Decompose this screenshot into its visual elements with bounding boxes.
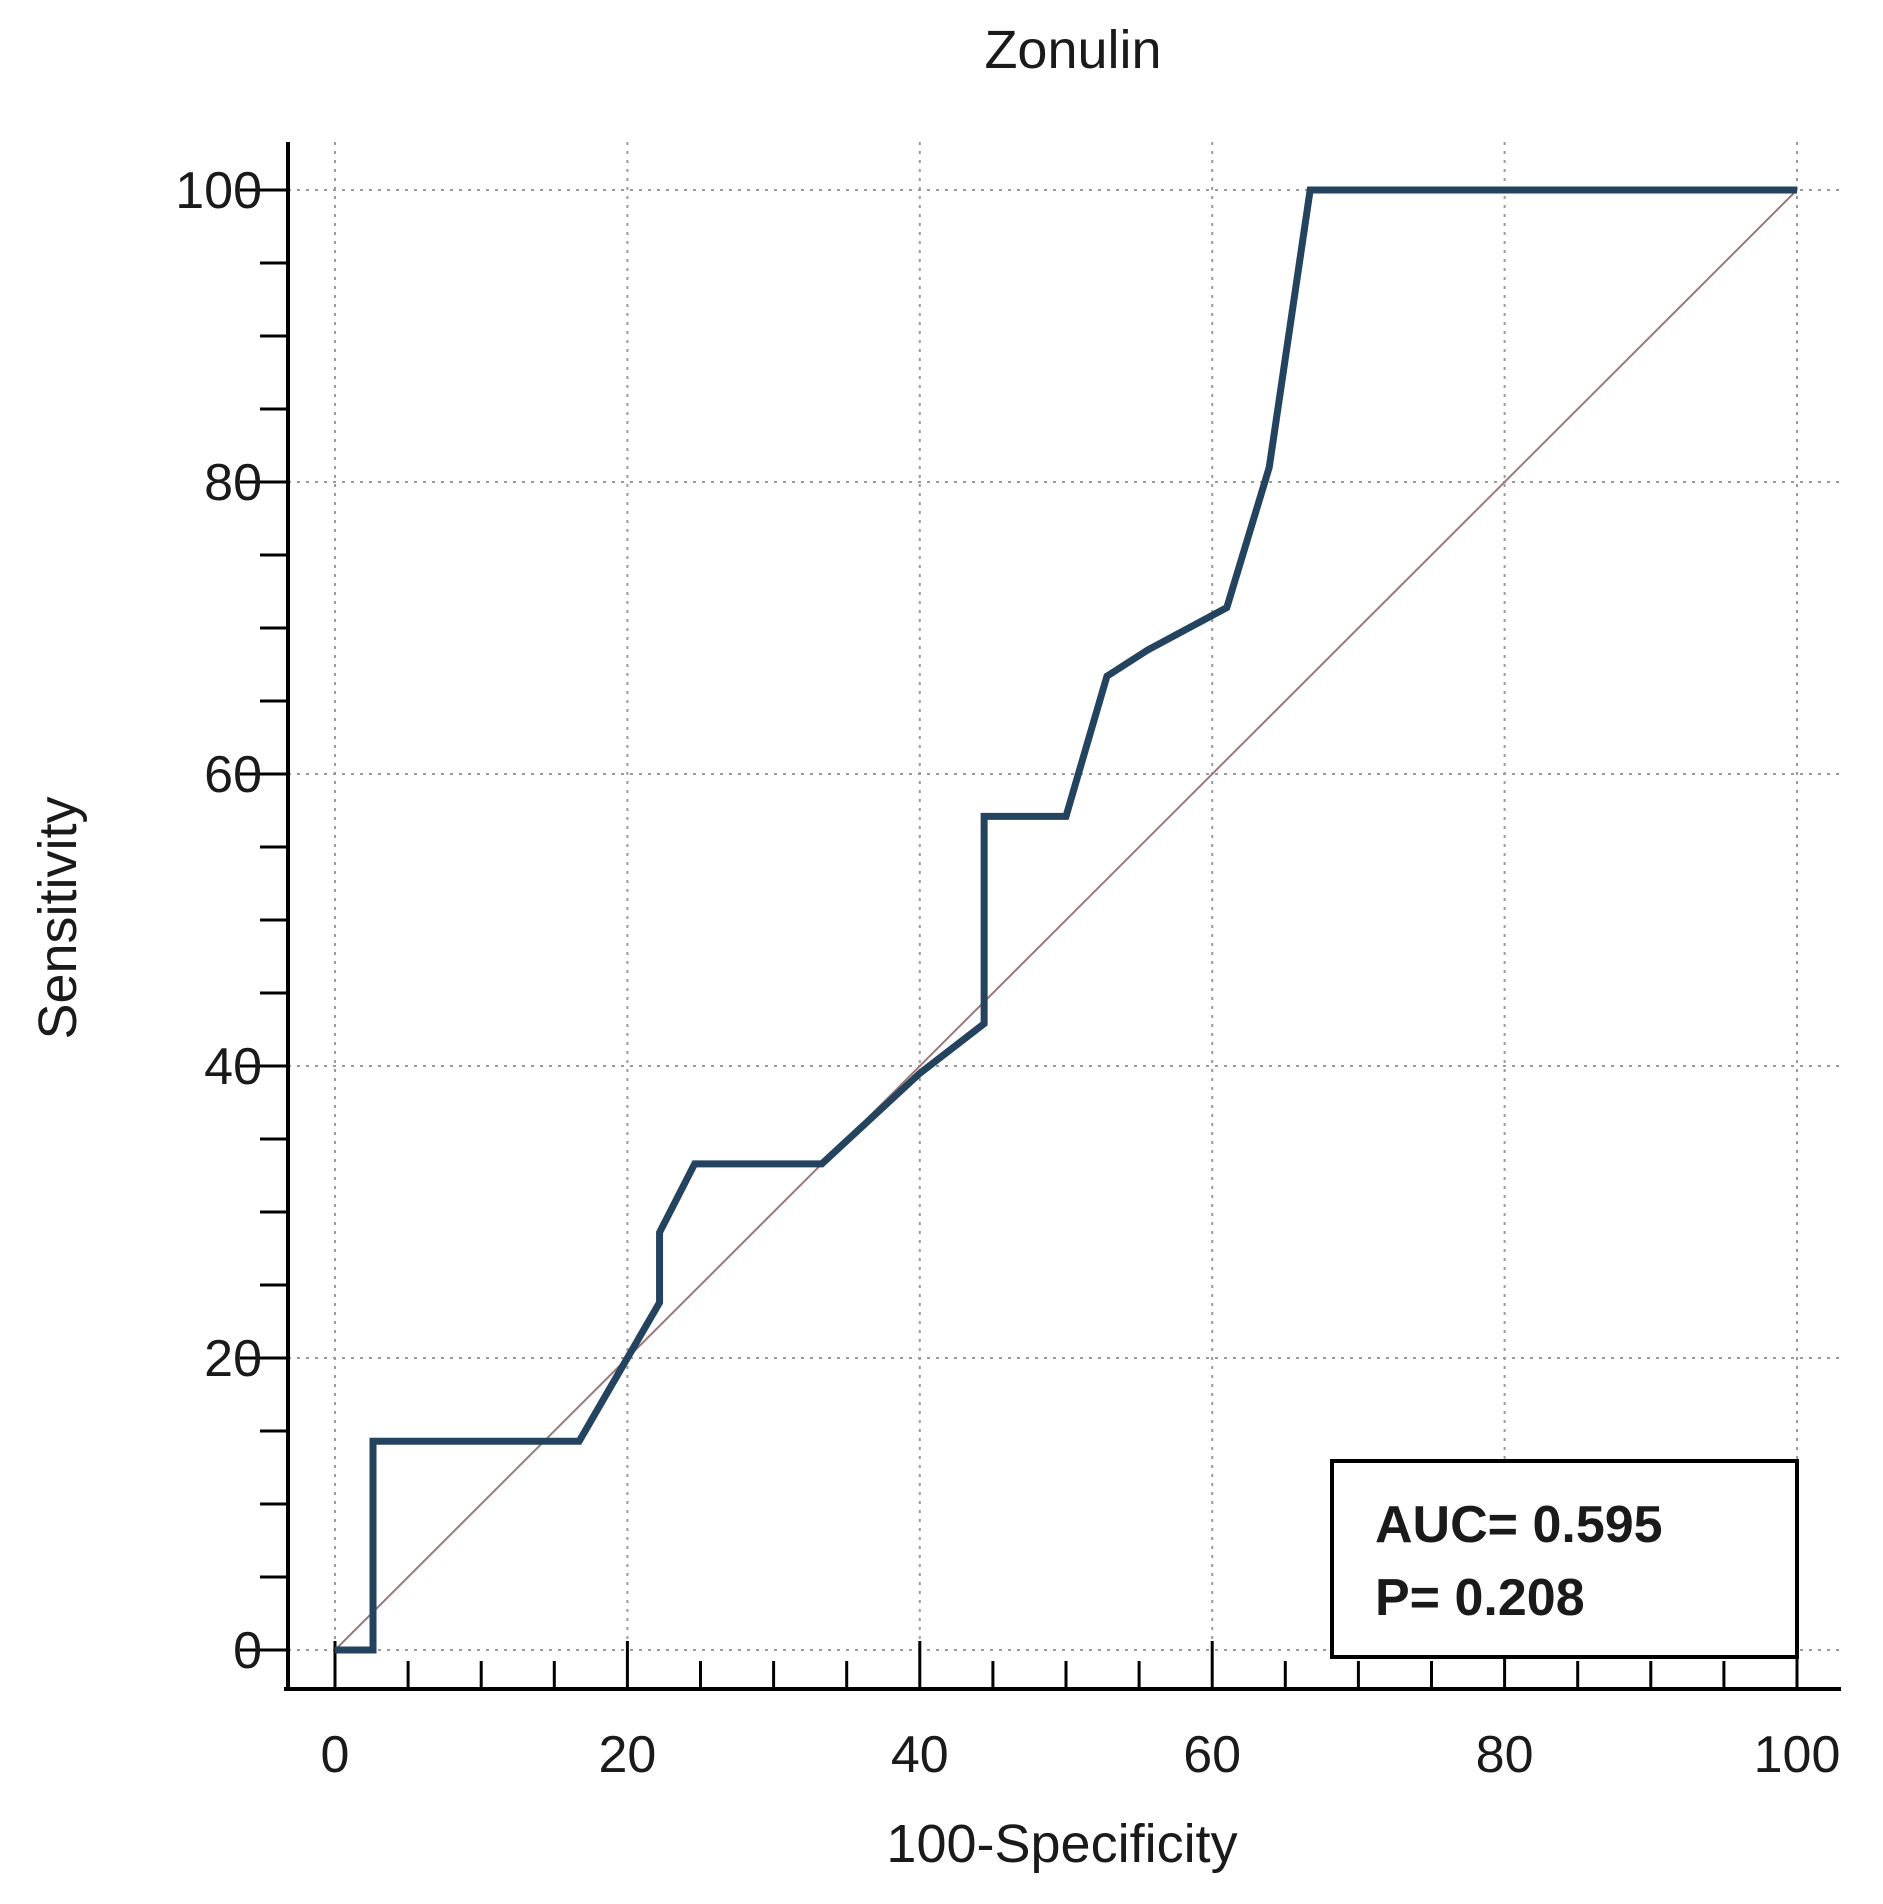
y-tick-label: 100 (175, 162, 262, 220)
grid-lines (288, 142, 1841, 1689)
p-value-text: P= 0.208 (1375, 1569, 1585, 1627)
x-axis-label: 100-Specificity (886, 1814, 1237, 1874)
x-tick-label: 100 (1754, 1726, 1841, 1784)
x-tick-labels: 0 20 40 60 80 100 (321, 1726, 1841, 1784)
chart-title: Zonulin (984, 20, 1161, 80)
y-tick-label: 40 (204, 1038, 262, 1096)
x-tick-label: 20 (598, 1726, 656, 1784)
y-tick-label: 60 (204, 746, 262, 804)
x-tick-label: 80 (1476, 1726, 1534, 1784)
auc-text: AUC= 0.595 (1375, 1496, 1663, 1554)
x-tick-label: 60 (1183, 1726, 1241, 1784)
y-tick-label: 80 (204, 454, 262, 512)
y-tick-label: 0 (233, 1622, 262, 1680)
roc-curve-line (335, 186, 1797, 1654)
x-tick-label: 40 (891, 1726, 949, 1784)
y-axis-label: Sensitivity (28, 796, 88, 1039)
y-tick-label: 20 (204, 1330, 262, 1388)
auc-annotation-box: AUC= 0.595 P= 0.208 (1330, 1459, 1799, 1659)
x-tick-label: 0 (321, 1726, 350, 1784)
y-tick-labels: 0 20 40 60 80 100 (175, 162, 262, 1680)
reference-diagonal-line (334, 189, 1798, 1651)
